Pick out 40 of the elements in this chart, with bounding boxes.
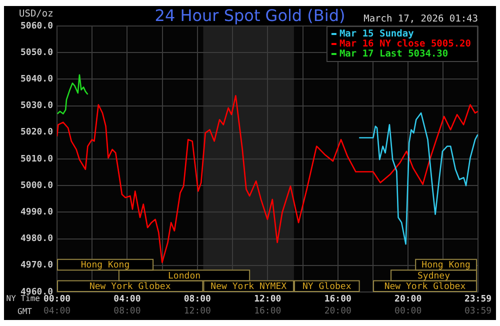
band-label: London	[168, 271, 201, 282]
y-tick-label: 5040.0	[20, 74, 53, 85]
x2-tick-label: 04:00	[43, 306, 71, 317]
x2-axis-title: GMT	[18, 307, 32, 316]
legend-label: Mar 16 NY close 5005.20	[339, 38, 472, 50]
x2-tick-label: 08:00	[114, 306, 141, 317]
y-tick-label: 5020.0	[20, 128, 53, 138]
band-label: NY Globex	[302, 282, 352, 292]
y-tick-label: 5050.0	[20, 48, 53, 58]
y-tick-label: 4970.0	[20, 260, 53, 271]
x-tick-label: 20:00	[394, 294, 422, 305]
y-tick-label: 5060.0	[20, 21, 53, 32]
x2-tick-label: 00:00	[394, 306, 422, 317]
y-tick-label: 5010.0	[20, 154, 53, 164]
x2-tick-label: 12:00	[184, 306, 211, 317]
x2-tick-label: 20:00	[324, 306, 352, 317]
legend-label: Mar 17 Last 5034.30	[339, 48, 448, 60]
x2-tick-label: 16:00	[254, 306, 282, 317]
x-tick-label: 16:00	[324, 294, 352, 305]
band-label: New York NYMEX	[210, 282, 288, 292]
y-axis-title: USD/oz	[19, 8, 54, 20]
x-tick-label: 12:00	[254, 294, 282, 305]
band-label: New York Globex	[384, 282, 466, 292]
x-axis-title: NY Time	[6, 294, 40, 304]
band-label: Hong Kong	[80, 260, 130, 271]
x-tick-label: 00:00	[43, 294, 71, 305]
x-tick-label: 08:00	[184, 294, 211, 305]
text: March 17, 2026 01:43	[364, 13, 478, 24]
y-tick-label: 5030.0	[20, 101, 53, 112]
x-tick-label: 23:59	[464, 294, 492, 305]
x-tick-label: 04:00	[114, 294, 141, 305]
legend-label: Mar 15 Sunday	[339, 28, 414, 40]
x2-tick-label: 03:59	[464, 306, 492, 317]
band-label: Hong Kong	[422, 260, 470, 271]
band-label: Sydney	[418, 271, 451, 282]
y-tick-label: 4980.0	[20, 234, 53, 244]
band-label: New York Globex	[89, 282, 172, 292]
chart-title: 24 Hour Spot Gold (Bid)	[154, 6, 346, 26]
y-tick-label: 5000.0	[20, 180, 53, 191]
y-tick-label: 4990.0	[20, 208, 53, 218]
